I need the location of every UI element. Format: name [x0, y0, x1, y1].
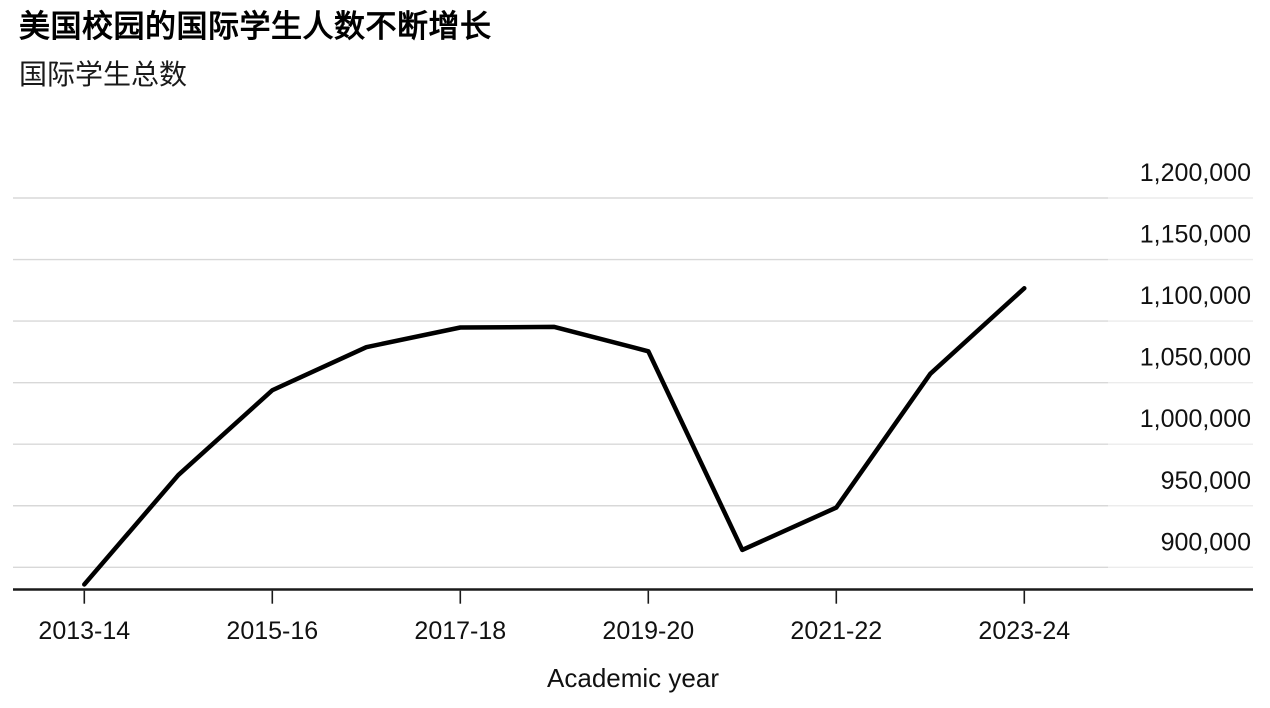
y-axis-tick-label: 950,000: [1161, 467, 1251, 495]
x-axis-tick-label: 2017-18: [414, 617, 506, 645]
data-line: [82, 285, 1027, 587]
chart-title: 美国校园的国际学生人数不断增长: [19, 9, 492, 44]
y-axis-tick-label: 1,200,000: [1140, 159, 1251, 187]
y-axis-tick-label: 1,000,000: [1140, 405, 1251, 433]
x-axis-tick-label: 2023-24: [978, 617, 1070, 645]
chart-subtitle: 国际学生总数: [19, 59, 188, 90]
x-axis-tick-label: 2019-20: [602, 617, 694, 645]
y-axis-tick-label: 1,150,000: [1140, 221, 1251, 249]
x-axis-title: Academic year: [547, 663, 719, 693]
x-axis-tick-label: 2013-14: [38, 617, 130, 645]
x-axis-tick-label: 2015-16: [226, 617, 318, 645]
y-axis-tick-label: 1,050,000: [1140, 344, 1251, 372]
y-axis-tick-label: 1,100,000: [1140, 282, 1251, 310]
y-axis-tick-label: 900,000: [1161, 528, 1251, 556]
x-axis-tick-label: 2021-22: [790, 617, 882, 645]
